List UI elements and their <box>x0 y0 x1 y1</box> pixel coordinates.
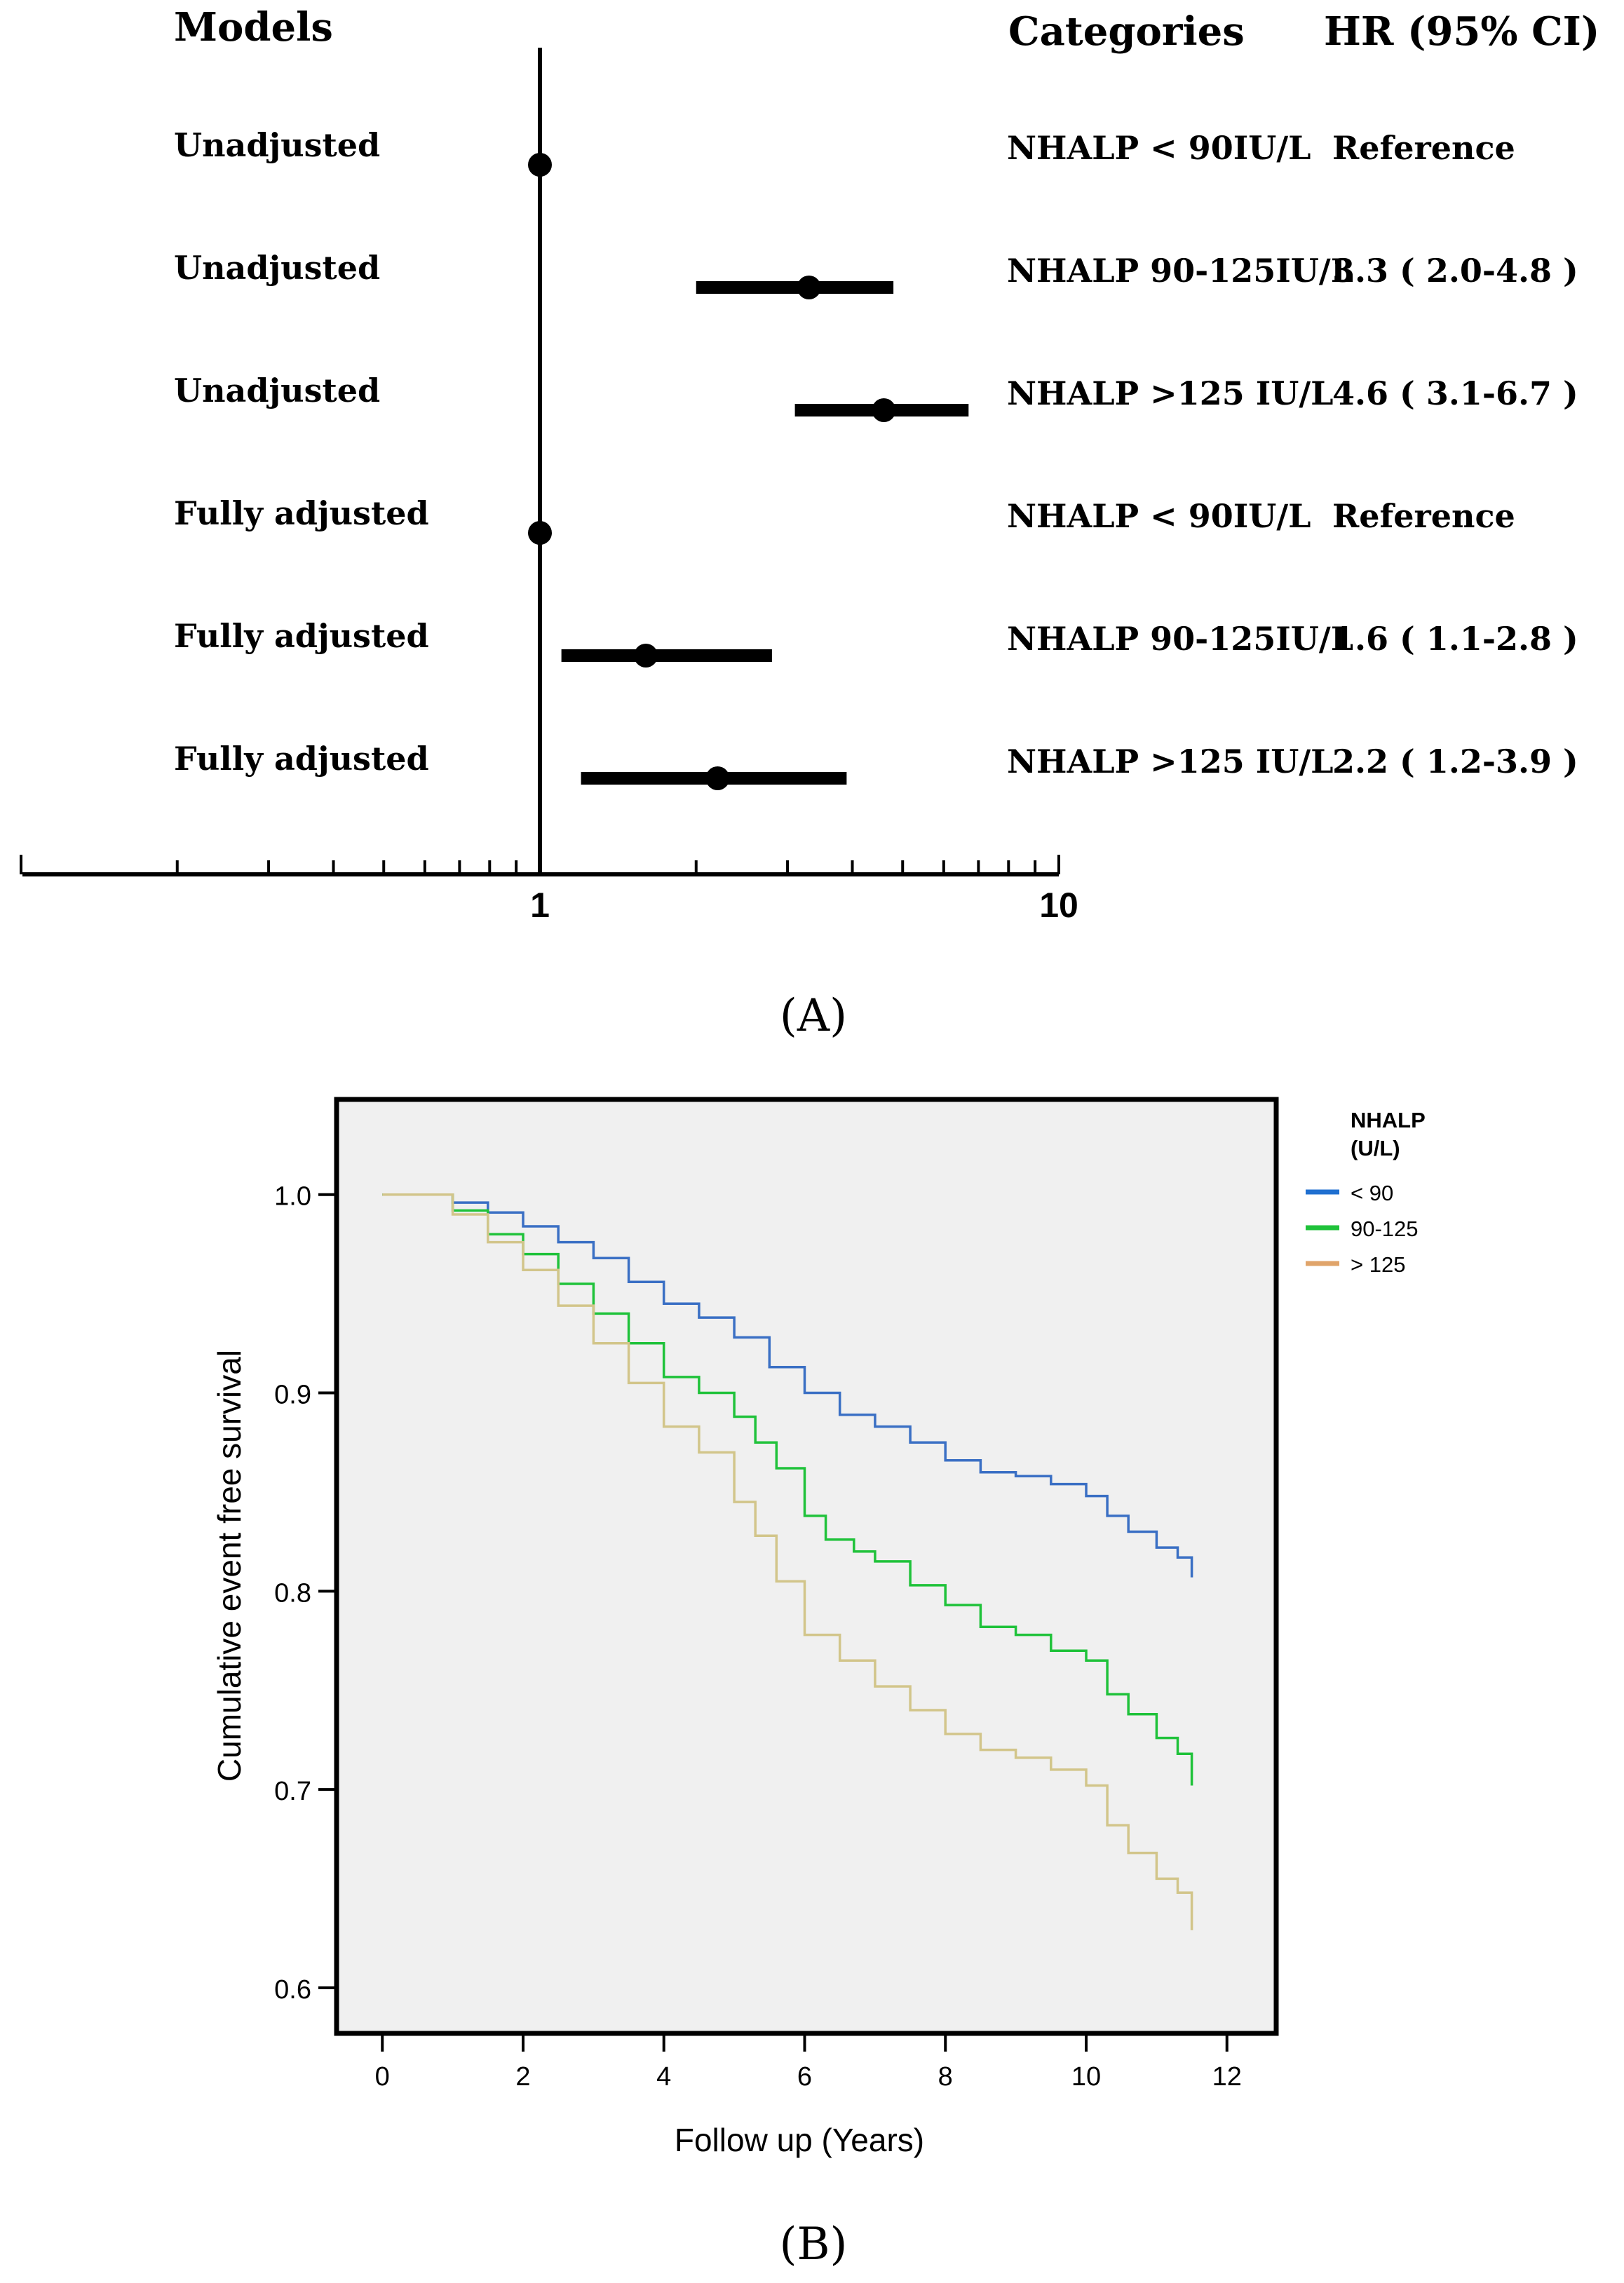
row-hr-label: 1.6 ( 1.1-2.8 ) <box>1332 620 1578 658</box>
x-tick-label: 4 <box>656 2062 671 2092</box>
y-tick-label: 0.6 <box>274 1975 311 2005</box>
row-category-label: NHALP >125 IU/L <box>1007 374 1334 412</box>
header-categories: Categories <box>1008 8 1245 55</box>
survival-line-90 <box>382 1193 1193 1578</box>
hr-point <box>872 398 896 422</box>
survival-plot-panel-b: 0.6 0.7 0.8 0.9 1.0 0 2 4 6 8 10 12 Cumulative eve… <box>211 1097 1426 2270</box>
x-axis-ticks: 0 2 4 6 8 10 12 <box>375 2033 1242 2092</box>
row-category-label: NHALP < 90IU/L <box>1007 497 1311 535</box>
legend-label-90-125: 90-125 <box>1351 1217 1419 1241</box>
forest-rows: Unadjusted NHALP < 90IU/L ReferenceUnadjus… <box>174 126 1578 790</box>
row-hr-label: Reference <box>1332 129 1515 167</box>
forest-plot-panel-a: Models Categories HR (95% CI) Unadjusted… <box>20 4 1599 1042</box>
x-tick-label: 2 <box>515 2062 530 2092</box>
legend-label-lt90: < 90 <box>1351 1181 1393 1205</box>
plot-area <box>334 1097 1279 2036</box>
panel-label-b: (B) <box>780 2218 848 2270</box>
row-model-label: Fully adjusted <box>174 740 429 778</box>
y-tick-label: 0.8 <box>274 1578 311 1608</box>
row-model-label: Unadjusted <box>174 249 380 287</box>
header-hr-ci: HR (95% CI) <box>1324 8 1599 55</box>
y-tick-label: 0.7 <box>274 1777 311 1806</box>
x-tick-label-1: 1 <box>530 886 550 925</box>
forest-row: Unadjusted NHALP 90-125IU/L3.3 ( 2.0-4.8 … <box>174 249 1578 299</box>
x-axis-label: Follow up (Years) <box>675 2122 924 2158</box>
row-model-label: Fully adjusted <box>174 617 429 655</box>
hr-point <box>797 276 821 299</box>
row-hr-label: 3.3 ( 2.0-4.8 ) <box>1332 252 1578 290</box>
survival-lines <box>382 1193 1193 1930</box>
forest-row: Fully adjusted NHALP >125 IU/L2.2 ( 1.2-3… <box>174 740 1578 790</box>
y-axis-label: Cumulative event free survival <box>211 1350 248 1782</box>
row-category-label: NHALP < 90IU/L <box>1007 129 1311 167</box>
legend-label-gt125: > 125 <box>1351 1252 1405 1277</box>
header-models: Models <box>174 4 333 50</box>
survival-line-125 <box>382 1193 1193 1930</box>
forest-row: Fully adjusted NHALP 90-125IU/L1.6 ( 1.1-… <box>174 617 1578 668</box>
x-tick-label: 8 <box>938 2062 953 2092</box>
forest-row: Unadjusted NHALP < 90IU/L Reference <box>174 126 1515 177</box>
y-tick-label: 1.0 <box>274 1182 311 1212</box>
row-category-label: NHALP 90-125IU/L <box>1007 620 1353 658</box>
y-tick-label: 0.9 <box>274 1381 311 1410</box>
x-tick-label: 12 <box>1212 2062 1242 2092</box>
y-axis-ticks: 0.6 0.7 0.8 0.9 1.0 <box>274 1182 337 2005</box>
x-axis-ticks <box>20 855 1060 874</box>
legend: NHALP (U/L) < 90 90-125 > 125 <box>1306 1108 1426 1277</box>
x-tick-label-10: 10 <box>1039 886 1078 925</box>
hr-point <box>634 644 658 668</box>
row-model-label: Unadjusted <box>174 126 380 164</box>
row-category-label: NHALP >125 IU/L <box>1007 743 1334 780</box>
x-tick-label: 10 <box>1071 2062 1101 2092</box>
legend-title-line1: NHALP <box>1351 1108 1426 1132</box>
row-category-label: NHALP 90-125IU/L <box>1007 252 1353 290</box>
panel-label-a: (A) <box>780 990 847 1042</box>
hr-point <box>705 766 730 790</box>
row-hr-label: 2.2 ( 1.2-3.9 ) <box>1332 743 1578 780</box>
legend-title-line2: (U/L) <box>1351 1136 1400 1160</box>
forest-row: Fully adjusted NHALP < 90IU/L Reference <box>174 494 1515 545</box>
row-model-label: Unadjusted <box>174 372 380 409</box>
row-model-label: Fully adjusted <box>174 494 429 532</box>
forest-row: Unadjusted NHALP >125 IU/L4.6 ( 3.1-6.7 ) <box>174 372 1578 422</box>
row-hr-label: Reference <box>1332 497 1515 535</box>
x-tick-label: 6 <box>797 2062 812 2092</box>
x-tick-label: 0 <box>375 2062 390 2092</box>
row-hr-label: 4.6 ( 3.1-6.7 ) <box>1332 374 1578 412</box>
